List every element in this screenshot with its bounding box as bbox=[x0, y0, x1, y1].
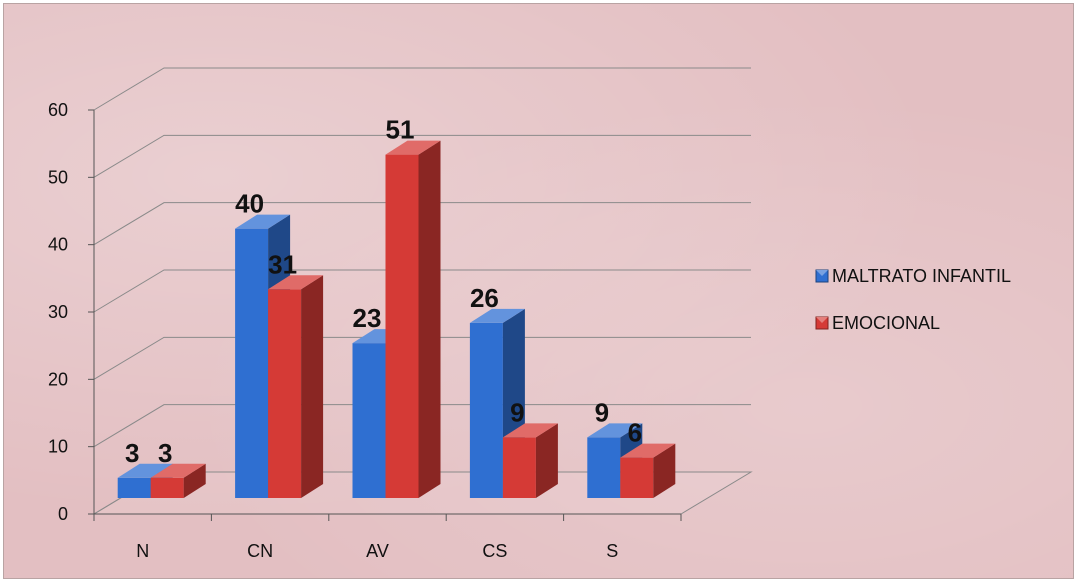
legend-label: MALTRATO INFANTIL bbox=[832, 266, 1011, 286]
bar-side bbox=[183, 463, 206, 498]
y-tick-label: 10 bbox=[48, 437, 68, 457]
bar-front bbox=[587, 437, 621, 498]
data-label: 23 bbox=[353, 303, 382, 333]
bar-top bbox=[385, 140, 441, 155]
axes: 0 10 20 30 40 50 60 N CN AV CS S bbox=[48, 100, 682, 561]
y-tick-label: 30 bbox=[48, 302, 68, 322]
bar bbox=[620, 443, 676, 498]
y-tick-label: 50 bbox=[48, 167, 68, 187]
data-label: 40 bbox=[235, 189, 264, 219]
data-label: 6 bbox=[628, 418, 642, 448]
gridline bbox=[93, 202, 751, 246]
data-label: 3 bbox=[125, 438, 139, 468]
bar-top bbox=[620, 443, 676, 458]
bar-side bbox=[535, 423, 558, 498]
bar-front bbox=[235, 228, 269, 498]
bar-side bbox=[301, 275, 324, 498]
legend-label: EMOCIONAL bbox=[832, 313, 940, 333]
bar-top bbox=[117, 463, 173, 478]
legend-swatch-shine bbox=[816, 270, 828, 276]
y-tick-label: 40 bbox=[48, 235, 68, 255]
bar-top bbox=[268, 275, 324, 290]
bar-front bbox=[117, 477, 151, 498]
chart-area: 0 10 20 30 40 50 60 N CN AV CS S 3 3 40 31 23 51 26 9 9 6 MA… bbox=[3, 3, 1074, 579]
bar bbox=[268, 275, 324, 498]
bar-top bbox=[587, 423, 643, 438]
bar bbox=[502, 423, 558, 498]
x-tick-label: AV bbox=[366, 541, 389, 561]
data-label: 3 bbox=[158, 438, 172, 468]
x-tick-label: N bbox=[136, 541, 149, 561]
y-tick-label: 60 bbox=[48, 100, 68, 120]
legend: MALTRATO INFANTIL EMOCIONAL bbox=[815, 266, 1011, 333]
gridline bbox=[93, 134, 751, 178]
gridline bbox=[93, 269, 751, 313]
bar-side bbox=[418, 140, 441, 498]
data-label: 26 bbox=[470, 283, 499, 313]
y-tick-label: 20 bbox=[48, 369, 68, 389]
data-label: 9 bbox=[510, 397, 524, 427]
x-tick-label: CS bbox=[482, 541, 507, 561]
bar bbox=[150, 463, 206, 498]
bar-front bbox=[352, 343, 386, 498]
y-tick-label: 0 bbox=[58, 504, 68, 524]
bar-side bbox=[653, 443, 676, 498]
bar-top bbox=[150, 463, 206, 478]
gridline bbox=[93, 336, 751, 380]
bar-top bbox=[469, 308, 525, 323]
data-label: 31 bbox=[268, 249, 297, 279]
bar-front bbox=[268, 289, 302, 498]
bar-front bbox=[620, 457, 654, 498]
data-label: 9 bbox=[595, 397, 609, 427]
bars bbox=[117, 140, 676, 498]
gridline bbox=[93, 404, 751, 448]
bar-top bbox=[502, 423, 558, 438]
bar-top bbox=[235, 214, 291, 229]
x-tick-label: S bbox=[606, 541, 618, 561]
legend-swatch-shine bbox=[816, 317, 828, 323]
x-tick-label: CN bbox=[247, 541, 273, 561]
gridline bbox=[93, 67, 751, 111]
bar-front bbox=[469, 322, 503, 498]
bar bbox=[385, 140, 441, 498]
bar-front bbox=[502, 437, 536, 498]
bar-front bbox=[385, 154, 419, 498]
data-label: 51 bbox=[386, 115, 415, 145]
bar-front bbox=[150, 477, 184, 498]
